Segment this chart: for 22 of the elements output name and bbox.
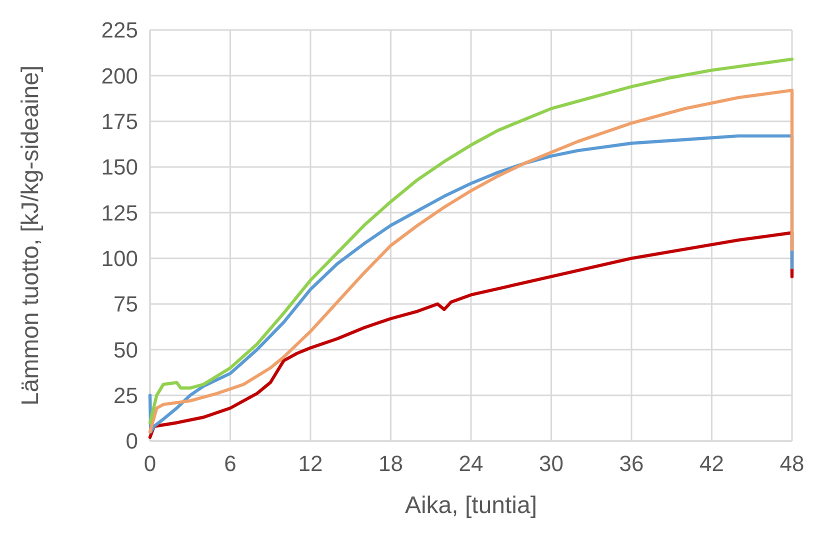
x-tick-label: 0: [144, 451, 156, 476]
y-tick-label: 0: [126, 428, 138, 454]
x-tick-label: 6: [224, 451, 236, 476]
x-axis-title: Aika, [tuntia]: [404, 492, 538, 519]
y-tick-label: 125: [101, 200, 138, 226]
x-tick-label: 24: [458, 451, 484, 476]
y-tick-label: 75: [114, 292, 138, 317]
x-tick-label: 18: [378, 451, 403, 476]
y-tick-label: 25: [114, 383, 138, 408]
x-tick-label: 36: [619, 451, 644, 476]
x-tick-label: 30: [539, 451, 564, 476]
x-tick-label: 42: [700, 451, 724, 476]
y-tick-label: 200: [101, 63, 138, 88]
y-axis-title: Lämmon tuotto, [kJ/kg-sideaine]: [17, 65, 44, 406]
line-series: [148, 231, 794, 439]
y-tick-label: 225: [101, 18, 138, 43]
y-tick-label: 100: [101, 246, 138, 272]
y-tick-label: 175: [101, 109, 138, 134]
y-tick-label: 150: [101, 154, 138, 180]
y-tick-label: 50: [114, 337, 138, 362]
x-tick-label: 48: [780, 451, 804, 476]
x-tick-label: 12: [298, 451, 323, 476]
